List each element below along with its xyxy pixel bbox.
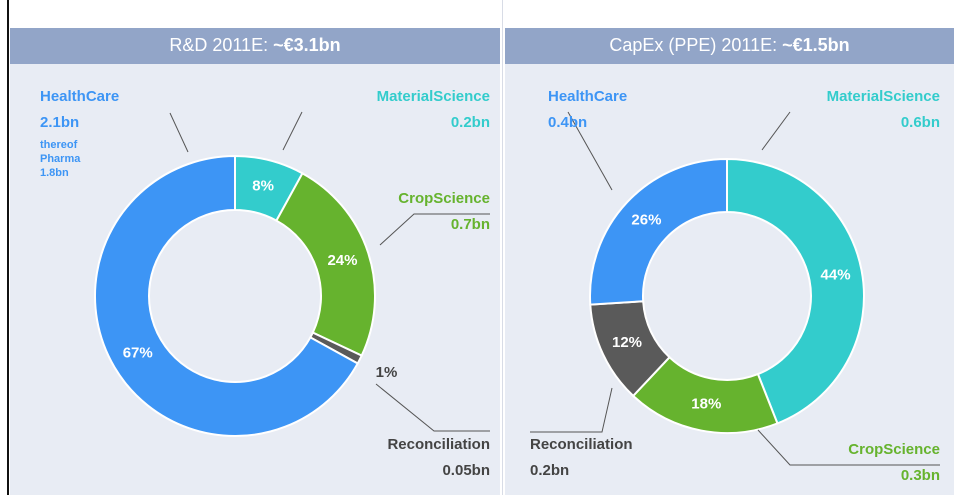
leader-line	[761, 111, 791, 151]
value-label: 26%	[631, 211, 661, 228]
donut-slice	[726, 157, 865, 425]
category-label: HealthCare	[548, 88, 627, 105]
leader-line	[379, 213, 490, 246]
leader-line	[757, 429, 940, 466]
title-text: R&D 2011E:	[169, 35, 268, 55]
donut-slice	[275, 171, 376, 357]
note-label: Pharma	[40, 153, 81, 165]
note-label: thereof	[40, 139, 78, 151]
panel-title: R&D 2011E: ~€3.1bn	[169, 35, 340, 55]
amount-label: 0.2bn	[530, 462, 569, 479]
leader-line	[530, 387, 613, 433]
amount-label: 0.4bn	[548, 114, 587, 131]
amount-label: 0.05bn	[442, 462, 490, 479]
value-label: 24%	[327, 252, 357, 269]
value-label: 1%	[376, 364, 398, 381]
leader-line	[567, 111, 613, 191]
donut-slice	[94, 154, 360, 437]
value-label: 67%	[123, 344, 153, 361]
value-label: 8%	[252, 178, 274, 195]
note-label: 1.8bn	[40, 167, 69, 179]
leader-line	[375, 383, 490, 432]
category-label: CropScience	[398, 190, 490, 207]
title-total: ~€1.5bn	[782, 35, 850, 55]
amount-label: 2.1bn	[40, 114, 79, 131]
panel-header	[505, 28, 954, 64]
amount-label: 0.6bn	[901, 114, 940, 131]
category-label: CropScience	[848, 441, 940, 458]
leader-line	[282, 111, 303, 151]
amount-label: 0.7bn	[451, 216, 490, 233]
title-text: CapEx (PPE) 2011E:	[609, 35, 777, 55]
panel-title: CapEx (PPE) 2011E: ~€1.5bn	[609, 35, 849, 55]
category-label: Reconciliation	[387, 436, 490, 453]
category-label: Reconciliation	[530, 436, 633, 453]
amount-label: 0.2bn	[451, 114, 490, 131]
value-label: 12%	[612, 334, 642, 351]
leader-line	[169, 112, 189, 153]
value-label: 44%	[821, 266, 851, 283]
value-label: 18%	[691, 396, 721, 413]
title-total: ~€3.1bn	[273, 35, 341, 55]
panel-header	[10, 28, 500, 64]
donut-slice	[589, 157, 728, 306]
category-label: MaterialScience	[377, 88, 490, 105]
amount-label: 0.3bn	[901, 467, 940, 484]
category-label: MaterialScience	[827, 88, 940, 105]
category-label: HealthCare	[40, 88, 119, 105]
